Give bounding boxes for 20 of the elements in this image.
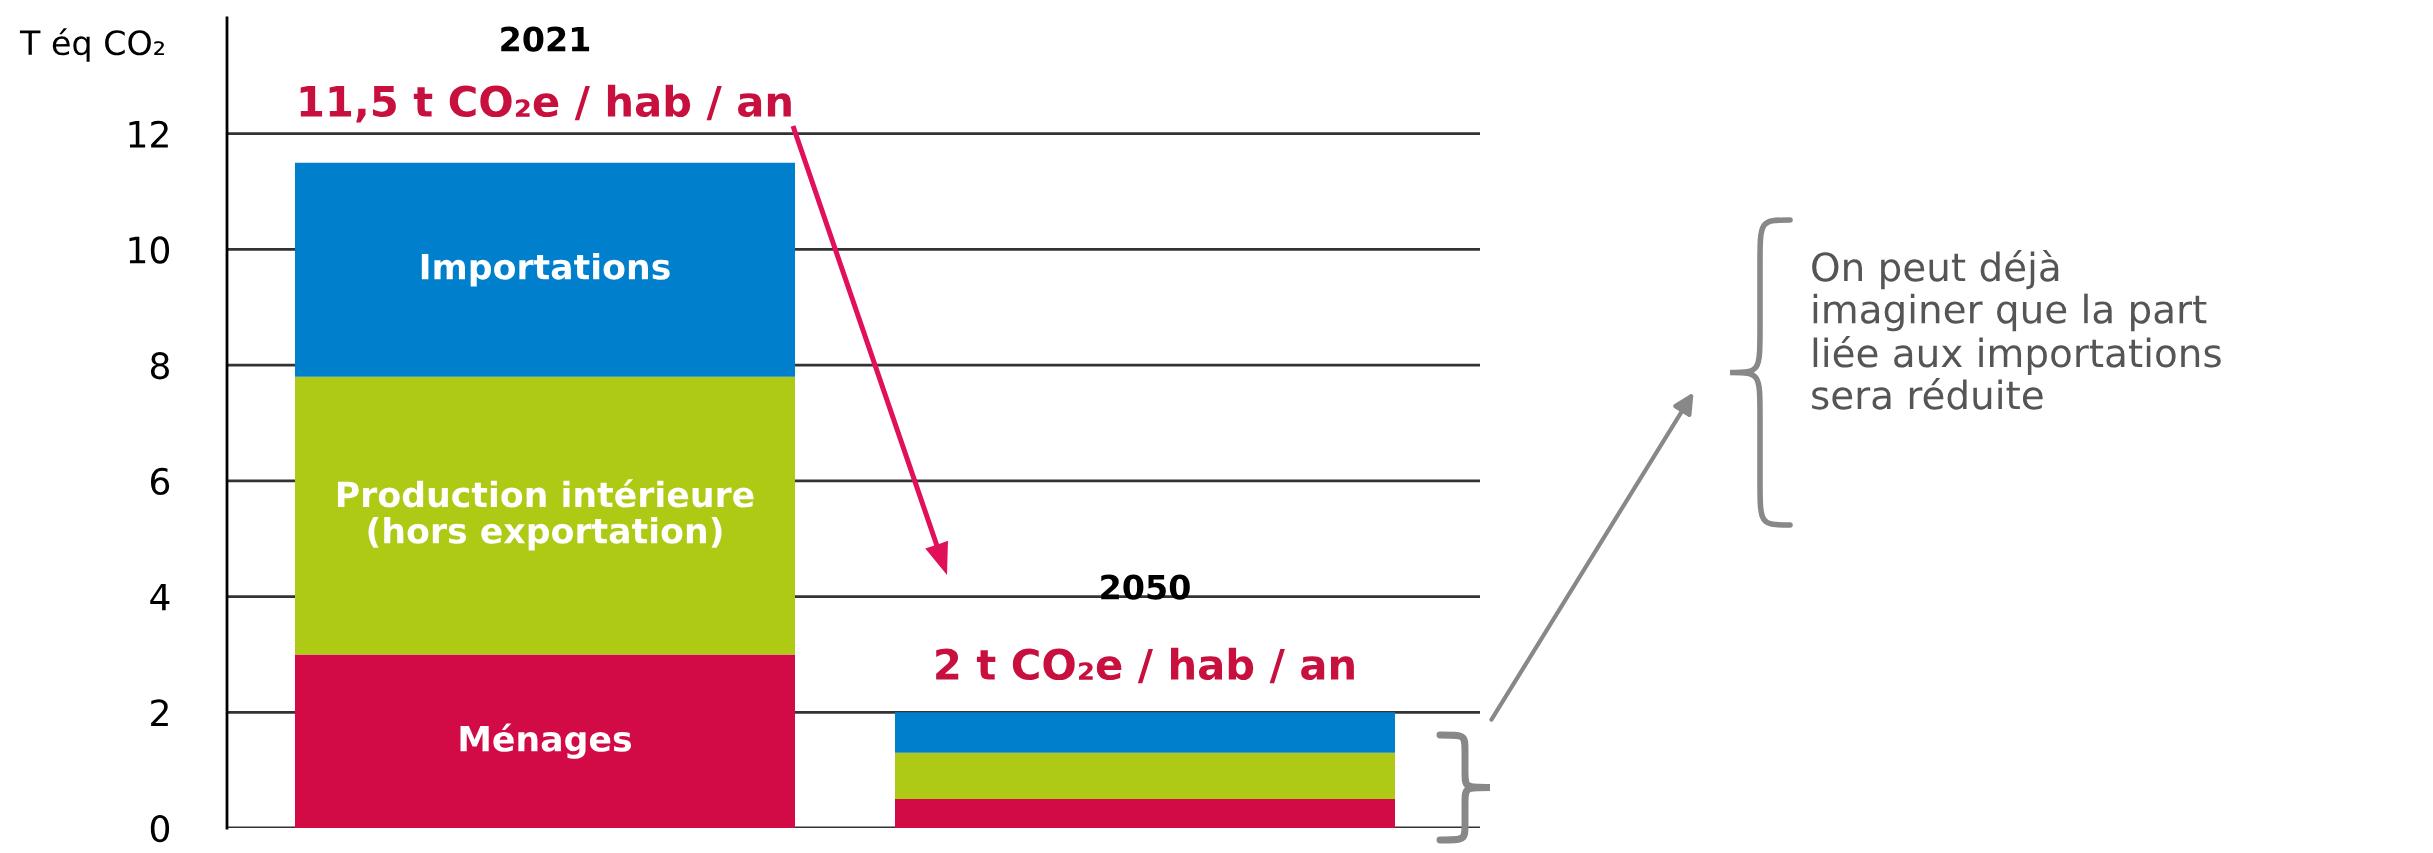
bar <box>895 712 1395 753</box>
y-axis-title: T éq CO₂ <box>19 28 164 62</box>
annotation: 11,5 t CO₂e / hab / an <box>300 84 791 123</box>
bar <box>895 799 1395 828</box>
x-tick-label: 2050 <box>1101 574 1190 600</box>
series-label: Importations <box>421 252 670 287</box>
bar <box>895 752 1395 800</box>
x-tick-label: 2021 <box>501 26 590 52</box>
y-tick-label: 0 <box>150 814 170 843</box>
y-tick-label: 6 <box>150 467 170 496</box>
bar <box>295 654 795 828</box>
y-tick-label: 2 <box>151 699 168 727</box>
y-tick-label: 4 <box>150 583 170 611</box>
text: On peut déjà imaginer que la part liée aux importations sera réduite <box>1812 250 2221 410</box>
series-label: Ménages <box>460 723 632 759</box>
y-tick-label: 10 <box>129 236 170 264</box>
y-tick-label: 12 <box>129 120 168 148</box>
y-tick-label: 8 <box>150 352 169 380</box>
series-label: Production intérieure (hors exportation) <box>337 479 754 551</box>
annotation: 2 t CO₂e / hab / an <box>936 647 1354 684</box>
